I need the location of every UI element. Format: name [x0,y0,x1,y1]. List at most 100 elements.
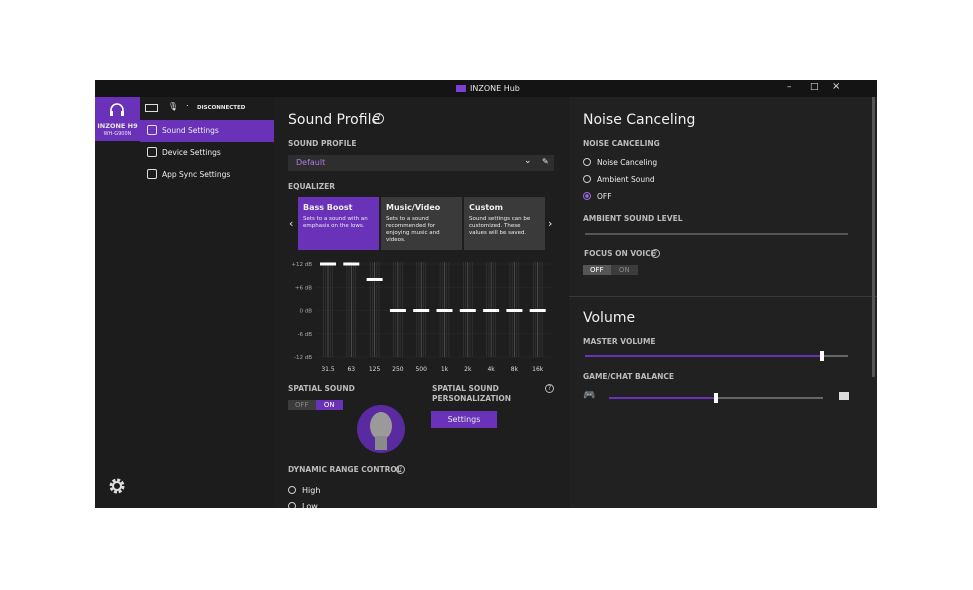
focus-label: FOCUS ON VOICE [584,249,656,258]
prev-arrow[interactable]: ‹ [289,217,294,230]
nav-label: Sound Settings [162,126,219,135]
nav-icon [147,125,157,135]
ambient-slider[interactable] [585,233,848,235]
eq-band-label: 125 [369,366,381,373]
device-tile[interactable]: INZONE H9 WH-G900N [95,97,140,141]
settings-button[interactable]: Settings [431,411,497,428]
eq-handle [366,278,383,281]
bluetooth-icon: ᛫ [185,102,190,111]
radio[interactable] [583,192,591,200]
device-model: WH-G900N [103,131,132,137]
eq-handle [459,309,476,312]
settings-gear[interactable] [108,477,126,495]
divider [569,296,877,297]
maximize[interactable]: □ [810,82,819,92]
volume-title: Volume [583,310,636,326]
preset-name: Music/Video [386,203,441,212]
help-icon[interactable]: ? [396,465,405,474]
help-icon[interactable]: ? [373,113,384,124]
eq-handle [436,309,453,312]
master-slider[interactable] [585,351,848,361]
profile-dropdown[interactable]: Default ⌄ ✎ [288,155,554,171]
device-name: INZONE H9 [97,122,138,130]
radio-label: Low [302,502,318,508]
window-title: INZONE Hub [470,84,520,93]
logo [456,85,466,92]
preset-card[interactable]: Music/Video Sets to a sound recommended f… [381,197,462,250]
toggle-on: ON [315,400,343,410]
eq-tick-label: +6 dB [295,285,312,291]
eq-band-label: 8k [511,366,519,373]
balance-label: GAME/CHAT BALANCE [583,372,675,381]
spatial-toggle[interactable]: OFF ON [288,400,343,410]
balance-slider[interactable] [609,393,823,403]
headset-icon [110,103,124,116]
radio[interactable] [288,502,296,508]
game-icon: 🎮 [583,390,596,401]
radio[interactable] [583,158,591,166]
close[interactable]: × [832,81,841,92]
section-title: Sound Profile [288,112,381,128]
drc-label: DYNAMIC RANGE CONTROL [288,465,402,474]
focus-toggle[interactable]: OFF ON [583,265,638,275]
next-arrow[interactable]: › [548,217,553,230]
radio-label: OFF [597,192,612,201]
eq-band-label: 31.5 [321,366,335,373]
eq-band-label: 2k [464,366,472,373]
eq-handle [413,309,430,312]
mic-icon: 🎙 [168,102,179,111]
eq-handle [483,309,500,312]
profile-value: Default [296,158,326,167]
edit-icon[interactable]: ✎ [542,157,549,166]
right-panel [569,97,877,508]
nav-label: App Sync Settings [162,170,231,179]
head-image [357,405,405,453]
title-bar: INZONE Hub – □ × [95,80,877,97]
eq-tick-label: 0 dB [299,309,312,315]
master-label: MASTER VOLUME [583,337,656,346]
help-icon[interactable]: ? [651,249,660,258]
preset-name: Bass Boost [303,203,353,212]
eq-tick-label: +12 dB [291,262,312,268]
preset-card[interactable]: Bass Boost Sets to a sound with an emphas… [298,197,379,250]
radio[interactable] [583,175,591,183]
eq-band-label: 250 [392,366,404,373]
nav-icon [147,169,157,179]
eq-band-label: 4k [487,366,495,373]
radio-label: Ambient Sound [597,175,655,184]
radio[interactable] [288,486,296,494]
slider-knob[interactable] [714,393,718,403]
radio-label: Noise Canceling [597,158,658,167]
preset-card[interactable]: Custom Sound settings can be customized. … [464,197,545,250]
nav-icon [147,147,157,157]
ambient-label: AMBIENT SOUND LEVEL [583,214,683,223]
help-icon[interactable]: ? [545,384,554,393]
nc-title: Noise Canceling [583,112,696,128]
equalizer-chart: +12 dB +6 dB 0 dB -6 dB -12 dB 31.5 63 125 250 50… [291,262,552,373]
dropdown-arrow: ⌄ [524,156,532,166]
chat-icon [839,392,849,400]
battery-icon [145,104,158,112]
eq-handle [320,262,336,266]
status: DISCONNECTED [197,105,246,111]
minimize[interactable]: – [787,82,792,92]
toggle-off: OFF [583,265,611,275]
preset-description: Sets to a sound recommended for enjoying… [386,216,440,243]
nav-label: Device Settings [162,148,221,157]
spatial-label: SPATIAL SOUND [288,384,355,393]
eq-tick-label: -12 dB [294,355,312,361]
eq-band-label: 1k [441,366,449,373]
scrollbar[interactable] [872,97,875,377]
eq-handle [343,262,360,266]
preset-description: Sets to a sound with an emphasis on the … [303,216,368,229]
toggle-off: OFF [294,401,309,409]
radio-label: High [302,486,321,495]
slider-knob[interactable] [819,351,824,361]
slider-fill [609,397,716,399]
nav-item[interactable] [140,120,274,142]
eq-band-label: 16k [532,366,544,373]
eq-band-label: 63 [347,366,355,373]
eq-handle [389,309,406,312]
preset-name: Custom [469,203,503,212]
